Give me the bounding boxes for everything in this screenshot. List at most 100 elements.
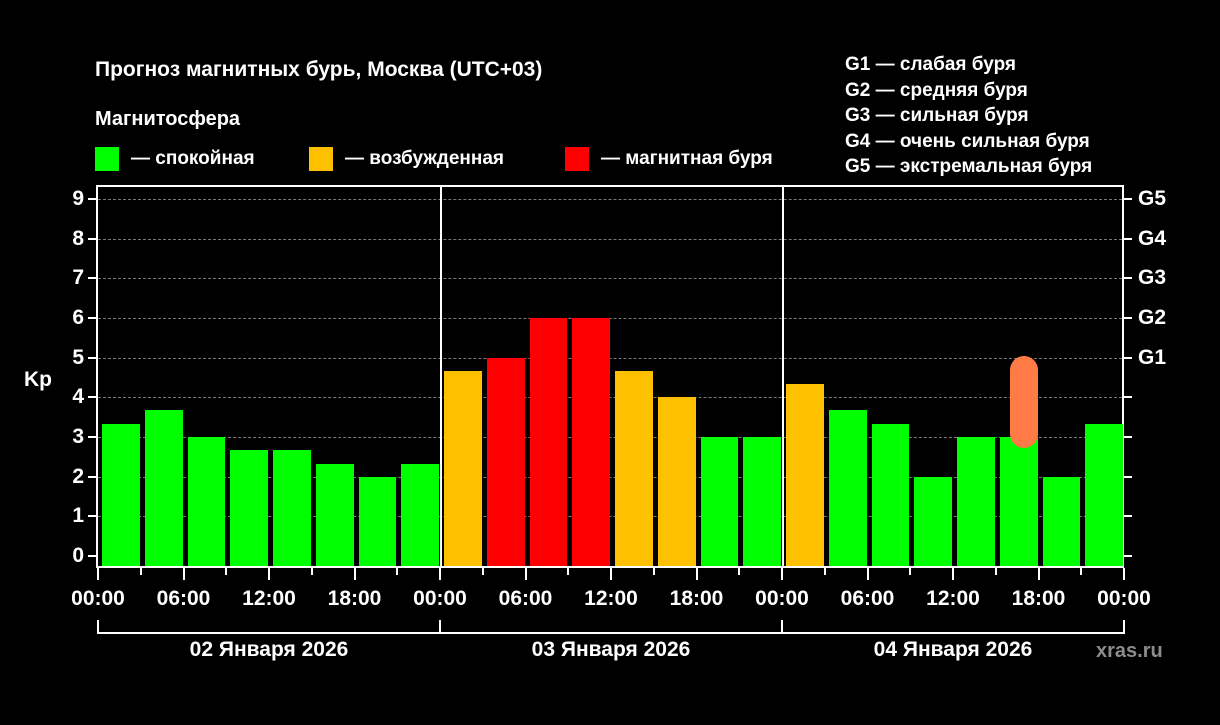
x-tick (353, 568, 356, 580)
day-label: 04 Января 2026 (873, 638, 1033, 661)
kp-bar (444, 370, 482, 566)
x-tick (182, 568, 185, 580)
kp-bar (957, 437, 995, 566)
y-tick (88, 197, 96, 200)
y-tick-label: 8 (72, 226, 84, 250)
right-tick (1124, 237, 1132, 240)
x-tick-label: 12:00 (926, 587, 980, 610)
right-tick (1124, 356, 1132, 359)
y-tick-label: 1 (72, 504, 84, 528)
g-legend-item: G1 — слабая буря (845, 54, 1017, 75)
legend-item-calm: — спокойная (95, 147, 255, 171)
x-tick (952, 568, 954, 580)
y-tick-label: 5 (72, 345, 84, 369)
x-tick (439, 568, 441, 580)
kp-bar (657, 397, 696, 566)
x-tick (139, 568, 142, 575)
x-tick-label: 00:00 (71, 587, 125, 610)
right-tick (1124, 555, 1132, 557)
legend-item-storm: — магнитная буря (565, 147, 773, 171)
x-tick-label: 18:00 (1011, 587, 1066, 610)
y-tick-label: 7 (72, 266, 84, 290)
x-tick (1123, 568, 1125, 580)
kp-bar (828, 410, 867, 566)
x-tick (738, 568, 741, 575)
x-tick (396, 568, 399, 575)
g-legend-item: G4 — очень сильная буря (845, 130, 1090, 152)
kp-bar (572, 317, 610, 566)
x-tick (1037, 568, 1040, 580)
kp-bar (786, 384, 824, 566)
y-tick-label: 0 (72, 544, 84, 567)
kp-bar (743, 437, 781, 566)
kp-bar (230, 450, 268, 566)
kp-bar (144, 410, 183, 566)
x-tick-label: 06:00 (156, 587, 211, 610)
x-tick (909, 568, 912, 575)
x-tick (524, 568, 527, 580)
kp-bar (1085, 423, 1123, 566)
g-legend-item: G5 — экстремальная буря (845, 156, 1093, 177)
kp-bar (700, 437, 739, 566)
x-tick-label: 12:00 (584, 587, 638, 610)
x-tick-label: 12:00 (242, 587, 296, 610)
y-tick-label: 3 (72, 424, 84, 448)
g-level-label: G4 (1138, 226, 1167, 250)
x-tick (781, 568, 783, 580)
kp-bar (486, 357, 525, 566)
y-tick (88, 555, 96, 557)
x-tick-label: 06:00 (498, 587, 553, 610)
kp-bar (358, 476, 397, 566)
gridline (98, 317, 1122, 319)
gridline (98, 397, 1122, 399)
y-tick-label: 4 (72, 385, 84, 409)
x-tick (1080, 568, 1083, 575)
storm-swatch-icon (565, 147, 589, 171)
chart-title: Прогноз магнитных бурь, Москва (UTC+03) (95, 58, 543, 81)
right-tick (1124, 515, 1132, 518)
day-bracket (98, 632, 1124, 634)
right-tick (1124, 475, 1132, 478)
gridline (98, 357, 1122, 359)
g-level-label: G5 (1138, 186, 1167, 210)
kp-bar (187, 437, 226, 566)
y-tick-label: 9 (72, 186, 84, 210)
day-bracket-tick (97, 620, 99, 634)
gridline (98, 476, 1122, 478)
gridline (98, 278, 1122, 280)
x-tick (695, 568, 698, 580)
y-tick (88, 515, 96, 518)
watermark: xras.ru (1096, 640, 1163, 662)
x-tick-label: 18:00 (669, 587, 724, 610)
x-tick-label: 18:00 (327, 587, 382, 610)
g-level-label: G3 (1138, 266, 1167, 290)
legend-heading: Магнитосфера (95, 108, 241, 130)
kp-bar (615, 370, 653, 566)
g-level-label: G1 (1138, 345, 1167, 369)
x-tick (567, 568, 570, 575)
gridline (98, 436, 1122, 438)
gridline (98, 198, 1122, 200)
y-tick (88, 435, 96, 438)
excited-swatch-icon (309, 147, 333, 171)
kp-bar (871, 423, 910, 566)
day-label: 02 Января 2026 (189, 638, 349, 661)
calm-swatch-icon (95, 147, 119, 171)
day-separator (782, 187, 784, 566)
day-bracket-tick (1123, 620, 1125, 634)
kp-bar (529, 317, 568, 566)
g-level-label: G2 (1138, 305, 1167, 329)
x-tick (268, 568, 270, 580)
x-tick (310, 568, 313, 575)
x-tick (481, 568, 484, 575)
g-scale-legend: G1 — слабая буря G2 — средняя буря G3 — … (845, 52, 1092, 180)
g-legend-item: G2 — средняя буря (845, 79, 1028, 101)
right-tick (1124, 396, 1132, 399)
y-axis-label: Kp (24, 368, 52, 391)
gridline (98, 516, 1122, 518)
day-bracket-tick (439, 620, 441, 634)
legend-label: — магнитная буря (601, 148, 773, 169)
legend-label: — спокойная (131, 148, 255, 169)
x-tick (823, 568, 826, 575)
plot-area (96, 185, 1124, 568)
